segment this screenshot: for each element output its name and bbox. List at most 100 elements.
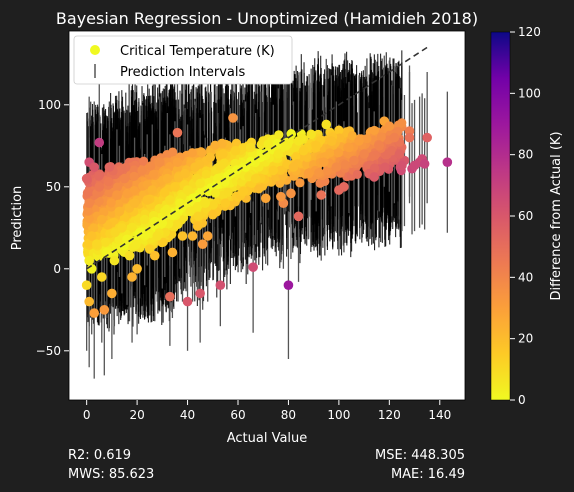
data-points (81, 113, 453, 318)
data-point-118 (122, 234, 132, 245)
data-point-99 (298, 145, 309, 156)
data-point-72 (139, 214, 150, 225)
data-point-95 (268, 165, 279, 176)
data-point-98 (288, 162, 299, 172)
data-point-3 (182, 296, 193, 307)
data-point-104 (331, 162, 342, 172)
colorbar-tick-label-0: 0 (518, 393, 526, 407)
data-point-64 (102, 247, 112, 258)
data-point-63 (96, 214, 107, 225)
data-point-66 (112, 190, 122, 200)
data-point-38 (220, 198, 231, 208)
colorbar-ticks: 0 20 40 60 80 100 120 (510, 25, 541, 407)
data-point-7 (172, 127, 183, 138)
data-point-110 (387, 145, 397, 156)
data-point-77 (162, 173, 173, 184)
data-point-107 (354, 136, 364, 146)
band-point (314, 167, 324, 178)
band-point (201, 169, 211, 179)
x-tick-label-40: 40 (180, 408, 195, 422)
y-axis-label: Prediction (10, 186, 25, 251)
colorbar-label: Difference from Actual (K) (549, 131, 564, 300)
data-point-5 (165, 291, 175, 302)
data-point-76 (160, 206, 170, 217)
band-point (380, 162, 390, 172)
band-point (94, 171, 104, 181)
band-point (193, 201, 203, 211)
band-point (129, 165, 139, 175)
band-point (129, 185, 139, 196)
data-point-122 (157, 218, 168, 228)
data-point-115 (96, 272, 107, 282)
data-point-25 (397, 160, 407, 171)
data-point-23 (422, 132, 432, 143)
band-point (84, 213, 94, 224)
band-point (215, 161, 225, 171)
band-point (149, 169, 159, 179)
band-point (347, 131, 357, 141)
band-point (217, 138, 227, 148)
data-point-31 (286, 188, 296, 199)
band-point (340, 160, 350, 170)
data-point-94 (263, 139, 274, 149)
data-point-44 (192, 221, 203, 231)
data-point-105 (344, 142, 354, 153)
plot-layer (81, 46, 453, 379)
x-axis-label: Actual Value (227, 431, 308, 446)
band-point (129, 171, 139, 181)
x-tick-label-120: 120 (378, 408, 401, 422)
band-point (127, 222, 137, 232)
data-point-119 (134, 227, 145, 238)
x-tick-label-20: 20 (129, 408, 144, 422)
band-point (290, 152, 301, 162)
band-point (376, 132, 386, 142)
data-point-54 (84, 296, 94, 307)
data-point-67 (117, 223, 127, 233)
data-point-88 (225, 168, 236, 179)
data-point-27 (369, 172, 379, 182)
data-point-53 (89, 308, 100, 318)
x-tick-label-60: 60 (230, 408, 245, 422)
data-point-113 (91, 239, 102, 249)
data-point-49 (132, 264, 142, 274)
data-point-114 (86, 264, 97, 274)
band-point (275, 165, 286, 175)
data-point-4 (195, 288, 205, 299)
data-point-42 (185, 206, 195, 217)
band-point (193, 211, 203, 221)
data-point-35 (260, 193, 271, 204)
band-point (334, 125, 344, 135)
band-point (104, 177, 114, 187)
data-point-47 (170, 182, 180, 192)
data-point-91 (245, 142, 256, 153)
identity-line (86, 46, 428, 270)
data-point-37 (238, 186, 248, 197)
data-point-71 (137, 165, 147, 176)
stat-mse: MSE: 448.305 (375, 448, 465, 463)
data-point-12 (306, 129, 316, 140)
band-point (119, 213, 130, 223)
band-point (168, 147, 178, 157)
band-point (352, 169, 362, 179)
data-point-85 (205, 152, 216, 163)
y-tick-label-100: 100 (38, 98, 61, 112)
colorbar-tick-label-60: 60 (518, 209, 533, 223)
data-point-68 (119, 173, 130, 184)
band-point (223, 187, 233, 197)
data-point-55 (81, 280, 92, 291)
data-point-8 (228, 113, 238, 123)
data-point-116 (109, 255, 120, 266)
data-point-57 (86, 231, 97, 241)
data-point-43 (187, 231, 198, 241)
data-point-13 (293, 136, 304, 146)
data-point-46 (177, 231, 188, 241)
y-tick-label-50: 50 (46, 180, 61, 194)
data-point-34 (293, 211, 304, 222)
data-point-92 (250, 173, 261, 184)
data-point-51 (107, 288, 117, 299)
data-point-87 (218, 149, 228, 159)
colorbar-tick-label-120: 120 (518, 25, 541, 39)
data-point-58 (84, 198, 94, 208)
stat-mws: MWS: 85.623 (68, 467, 155, 482)
